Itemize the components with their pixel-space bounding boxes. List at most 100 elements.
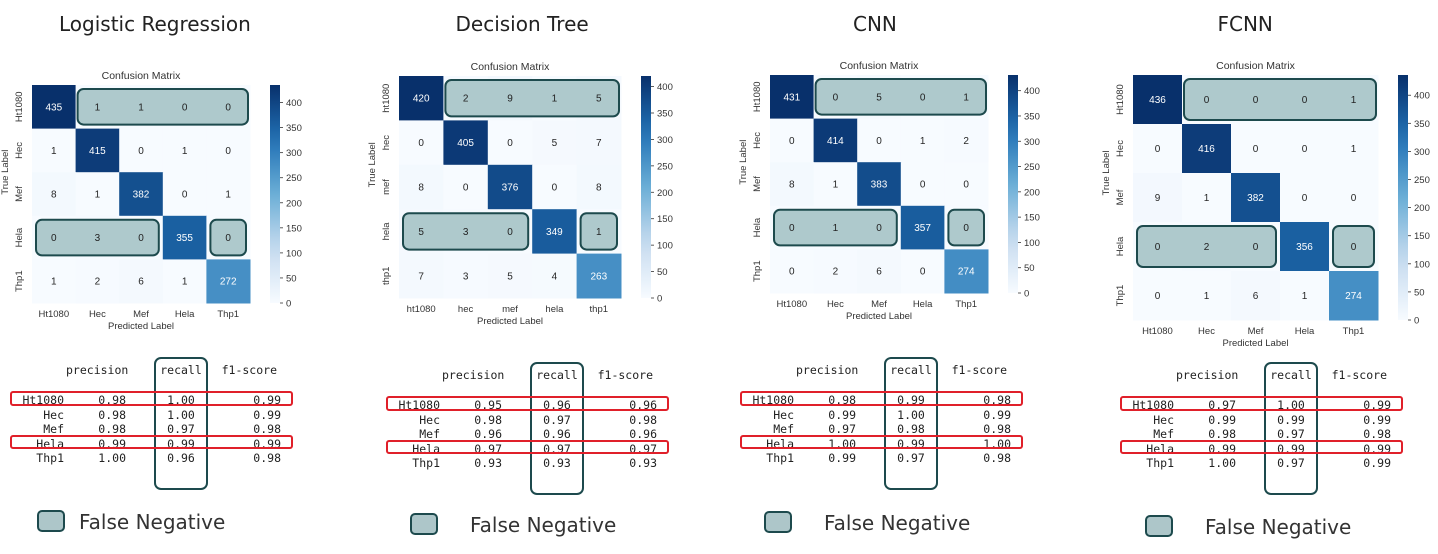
report-header-recall: recall <box>160 363 202 377</box>
cell-value-label: 0 <box>920 267 926 278</box>
report-f1-value: 0.99 <box>1363 398 1391 412</box>
cell-value-label: 0 <box>182 190 188 201</box>
colorbar-tick-label: 0 <box>1024 289 1029 300</box>
cell-value-label: 1 <box>552 94 558 105</box>
cell-value-label: 0 <box>463 183 469 194</box>
colorbar-tick-label: 100 <box>1024 238 1040 249</box>
heatmap-cell <box>1231 173 1281 223</box>
heatmap-cell <box>813 118 858 163</box>
report-f1-value: 0.99 <box>253 393 281 407</box>
colorbar-tick-label: 300 <box>1414 147 1430 158</box>
colorbar-tick-label: 250 <box>286 173 302 184</box>
legend-swatch <box>37 510 65 532</box>
x-tick-label: Ht1080 <box>1142 326 1173 337</box>
cell-value-label: 0 <box>876 136 882 147</box>
cell-value-label: 9 <box>1155 193 1161 204</box>
row-highlight <box>740 434 1023 449</box>
y-tick-label: Mef <box>1115 189 1126 205</box>
report-recall-value: 1.00 <box>167 407 195 422</box>
confusion-matrix-chart: Confusion Matrix436000104160019138200020… <box>1101 60 1430 349</box>
classification-report: precision recall f1-score Ht1080 0.98 1.00 0.9… <box>8 357 298 493</box>
report-recall-value: 0.97 <box>1277 456 1305 470</box>
row-highlight <box>740 391 1023 406</box>
cell-value-label: 8 <box>418 183 424 194</box>
report-recall-value: 0.99 <box>1277 412 1305 427</box>
heatmap-cell <box>532 209 578 255</box>
heatmap-cell <box>944 118 989 163</box>
cell-value-label: 405 <box>457 138 474 149</box>
cell-value-label: 0 <box>1253 242 1259 253</box>
colorbar-tick-label: 350 <box>1024 111 1040 122</box>
y-tick-label: Hec <box>1115 140 1126 157</box>
heatmap-cell <box>770 118 815 163</box>
report-f1-value: 0.99 <box>1363 456 1391 470</box>
colorbar-tick-label: 400 <box>1414 91 1430 102</box>
y-tick-label: mef <box>381 179 392 195</box>
x-tick-label: Hela <box>1295 326 1315 337</box>
heatmap-cell <box>770 162 815 207</box>
cell-value-label: 382 <box>1247 193 1264 204</box>
x-axis-label: Predicted Label <box>477 316 543 327</box>
report-f1-value: 0.98 <box>983 422 1011 436</box>
cell-value-label: 1 <box>920 136 926 147</box>
x-axis-label: Predicted Label <box>1222 338 1288 349</box>
cell-value-label: 1 <box>51 277 57 288</box>
colorbar-tick-label: 300 <box>286 148 302 159</box>
colorbar-tick-label: 100 <box>1414 259 1430 270</box>
report-precision-value: 1.00 <box>1208 456 1236 470</box>
y-tick-label: Mef <box>752 176 763 192</box>
model-title: Logistic Regression <box>59 12 251 36</box>
cell-value-label: 0 <box>876 223 882 234</box>
heatmap-cell <box>1133 75 1183 125</box>
heatmap-cell <box>1280 271 1330 321</box>
cell-value-label: 4 <box>552 271 558 282</box>
cell-value-label: 1 <box>95 102 101 113</box>
heatmap-cell <box>162 259 207 304</box>
false-negative-box <box>1136 225 1277 268</box>
report-precision-value: 0.97 <box>1208 398 1236 412</box>
cell-value-label: 349 <box>546 227 563 238</box>
cell-value-label: 1 <box>1351 144 1357 155</box>
legend: False Negative <box>764 511 994 537</box>
report-row-label: Ht1080 <box>1132 398 1174 412</box>
cell-value-label: 2 <box>95 277 101 288</box>
heatmap-cell <box>770 249 815 294</box>
heatmap-cell <box>1133 173 1183 223</box>
report-header-recall: recall <box>890 363 932 377</box>
cell-value-label: 1 <box>225 190 231 201</box>
colorbar-tick-label: 100 <box>286 248 302 259</box>
heatmap-cell <box>1329 271 1379 321</box>
cell-value-label: 357 <box>914 223 931 234</box>
cell-value-label: 0 <box>963 223 969 234</box>
cell-value-label: 1 <box>1204 291 1210 302</box>
cell-value-label: 0 <box>552 183 558 194</box>
cell-value-label: 0 <box>1155 291 1161 302</box>
report-f1-value: 0.97 <box>629 441 657 456</box>
heatmap-cell <box>443 120 489 166</box>
cell-value-label: 1 <box>833 223 839 234</box>
false-negative-box <box>35 218 160 257</box>
cell-value-label: 420 <box>413 94 430 105</box>
heatmap-cell <box>857 162 902 207</box>
cell-value-label: 1 <box>833 180 839 191</box>
cell-value-label: 0 <box>1351 242 1357 253</box>
report-recall-value: 1.00 <box>167 393 195 407</box>
recall-column-highlight <box>1264 362 1318 495</box>
cell-value-label: 0 <box>1204 95 1210 106</box>
report-row-label: Thp1 <box>1146 456 1174 470</box>
cell-value-label: 2 <box>963 136 969 147</box>
cell-value-label: 0 <box>1302 95 1308 106</box>
report-f1-value: 0.96 <box>629 398 657 412</box>
heatmap-cell <box>399 164 444 210</box>
colorbar-tick-label: 200 <box>1024 187 1040 198</box>
cell-value-label: 431 <box>783 92 800 103</box>
model-title: FCNN <box>1217 12 1273 36</box>
report-f1-value: 0.98 <box>253 451 281 465</box>
heatmap-cell <box>75 259 120 304</box>
cell-value-label: 0 <box>182 102 188 113</box>
x-tick-label: Mef <box>1248 326 1264 337</box>
cell-value-label: 2 <box>833 267 839 278</box>
heatmap-cell <box>1280 222 1330 272</box>
